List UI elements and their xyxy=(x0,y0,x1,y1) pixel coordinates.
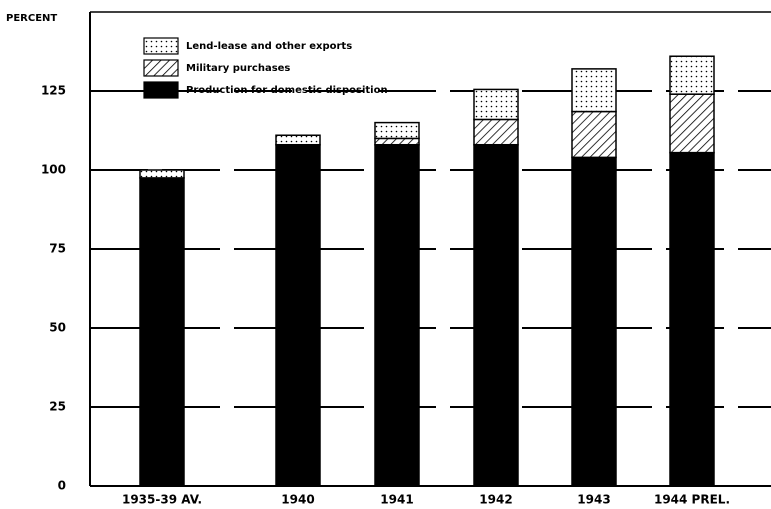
bar-segment xyxy=(669,93,715,154)
bar-segment xyxy=(473,118,519,146)
y-tick-label: 75 xyxy=(49,242,66,256)
y-tick-label: 100 xyxy=(41,163,66,177)
bar-segment xyxy=(473,88,519,121)
x-tick-label: 1944 PREL. xyxy=(654,493,730,507)
legend-label: Military purchases xyxy=(186,63,290,74)
bar-segment xyxy=(275,143,321,487)
x-tick-label: 1942 xyxy=(479,493,512,507)
x-tick-label: 1935-39 AV. xyxy=(122,493,202,507)
legend-swatch xyxy=(143,59,179,77)
y-tick-label: 0 xyxy=(58,479,66,493)
y-tick-label: 125 xyxy=(41,84,66,98)
y-tick-label: 50 xyxy=(49,321,66,335)
x-tick-label: 1941 xyxy=(380,493,413,507)
legend-swatch xyxy=(143,81,179,99)
bar-segment xyxy=(571,110,617,159)
legend-label: Lend-lease and other exports xyxy=(186,41,352,52)
legend-label: Production for domestic disposition xyxy=(186,85,388,96)
legend-swatch xyxy=(143,37,179,55)
x-tick-label: 1943 xyxy=(577,493,610,507)
bar-segment xyxy=(669,151,715,487)
bar-segment xyxy=(374,137,420,146)
bar-segment xyxy=(473,143,519,487)
bar-segment xyxy=(139,169,185,179)
bar-segment xyxy=(139,177,185,487)
x-tick-label: 1940 xyxy=(281,493,314,507)
bar-segment xyxy=(571,156,617,487)
bar-segment xyxy=(571,68,617,113)
y-tick-label: 25 xyxy=(49,400,66,414)
bar-segment xyxy=(669,55,715,95)
bar-segment xyxy=(275,134,321,146)
bar-segment xyxy=(374,121,420,140)
y-axis-label: PERCENT xyxy=(6,13,57,24)
bar-segment xyxy=(374,143,420,487)
